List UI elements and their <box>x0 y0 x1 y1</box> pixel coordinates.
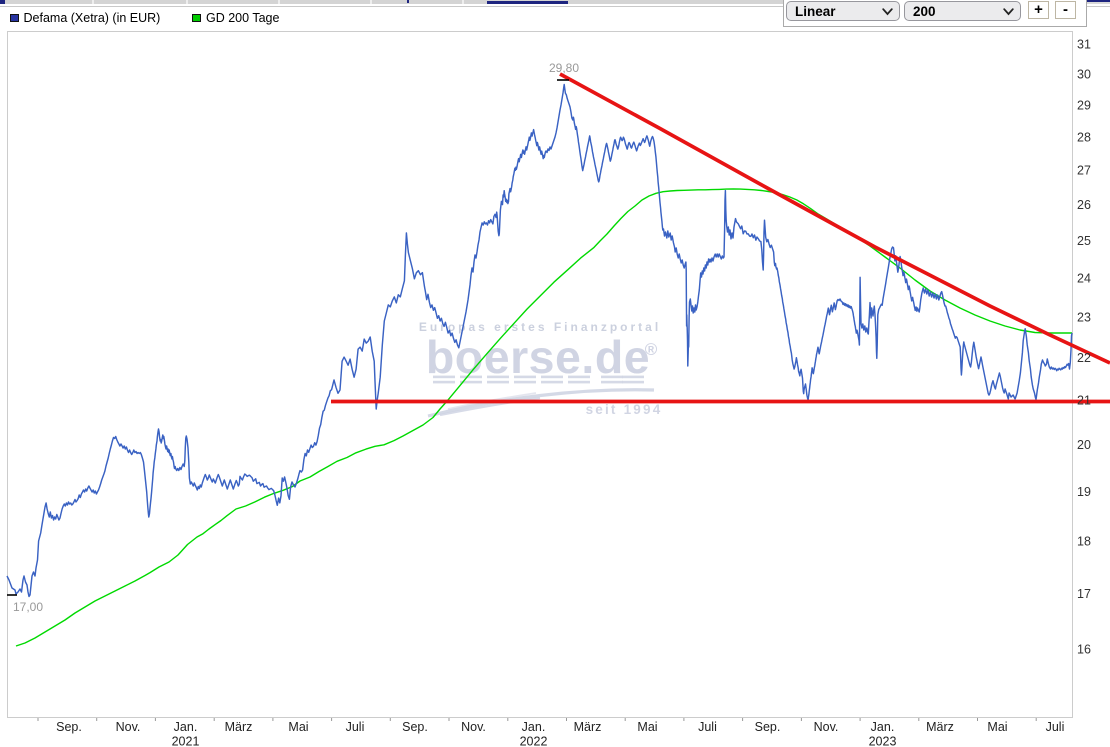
svg-text:März: März <box>225 720 253 734</box>
svg-text:Nov.: Nov. <box>814 720 839 734</box>
svg-text:21: 21 <box>1077 394 1091 408</box>
svg-text:26: 26 <box>1077 198 1091 212</box>
svg-text:Jan.: Jan. <box>871 720 895 734</box>
svg-text:2022: 2022 <box>520 735 548 747</box>
svg-text:Mai: Mai <box>987 720 1007 734</box>
svg-text:30: 30 <box>1077 67 1091 81</box>
svg-text:Juli: Juli <box>346 720 365 734</box>
svg-text:19: 19 <box>1077 485 1091 499</box>
svg-text:März: März <box>926 720 954 734</box>
svg-text:17: 17 <box>1077 587 1091 601</box>
svg-text:Sep.: Sep. <box>402 720 428 734</box>
svg-text:März: März <box>574 720 602 734</box>
svg-text:29,80: 29,80 <box>549 61 579 75</box>
svg-text:17,00: 17,00 <box>13 600 43 614</box>
svg-text:Europas erstes Finanzportal: Europas erstes Finanzportal <box>419 320 661 334</box>
svg-text:Mai: Mai <box>288 720 308 734</box>
svg-text:23: 23 <box>1077 310 1091 324</box>
svg-text:Jan.: Jan. <box>522 720 546 734</box>
svg-text:Sep.: Sep. <box>755 720 781 734</box>
svg-text:seit 1994: seit 1994 <box>586 402 663 417</box>
svg-text:Nov.: Nov. <box>116 720 141 734</box>
svg-text:18: 18 <box>1077 535 1091 549</box>
svg-text:16: 16 <box>1077 642 1091 656</box>
svg-text:®: ® <box>645 340 658 359</box>
svg-text:31: 31 <box>1077 37 1091 51</box>
svg-text:boerse.de: boerse.de <box>426 331 650 383</box>
svg-text:25: 25 <box>1077 234 1091 248</box>
svg-text:20: 20 <box>1077 438 1091 452</box>
svg-text:2021: 2021 <box>172 735 200 747</box>
svg-text:2023: 2023 <box>869 735 897 747</box>
svg-text:Juli: Juli <box>698 720 717 734</box>
svg-text:27: 27 <box>1077 164 1091 178</box>
svg-text:Mai: Mai <box>637 720 657 734</box>
svg-text:Jan.: Jan. <box>174 720 198 734</box>
svg-text:29: 29 <box>1077 98 1091 112</box>
svg-text:Sep.: Sep. <box>56 720 82 734</box>
svg-text:Juli: Juli <box>1046 720 1065 734</box>
svg-text:24: 24 <box>1077 271 1091 285</box>
svg-text:28: 28 <box>1077 130 1091 144</box>
svg-text:22: 22 <box>1077 351 1091 365</box>
svg-text:Nov.: Nov. <box>461 720 486 734</box>
